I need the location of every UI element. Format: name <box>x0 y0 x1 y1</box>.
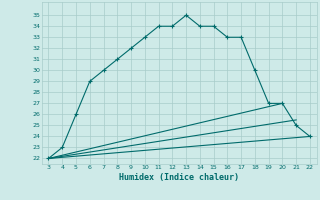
X-axis label: Humidex (Indice chaleur): Humidex (Indice chaleur) <box>119 173 239 182</box>
